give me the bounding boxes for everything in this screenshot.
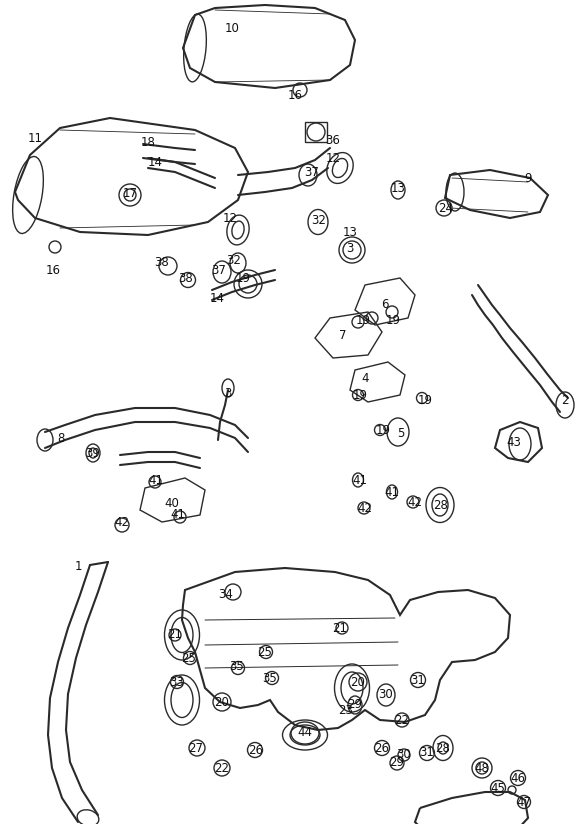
- Text: 33: 33: [170, 676, 184, 689]
- Text: 26: 26: [374, 742, 389, 755]
- Text: 21: 21: [167, 629, 182, 642]
- Text: 8: 8: [57, 432, 65, 444]
- Text: 37: 37: [212, 264, 226, 277]
- Text: 14: 14: [147, 156, 163, 168]
- Text: 32: 32: [227, 254, 241, 266]
- Text: 35: 35: [230, 659, 244, 672]
- Text: 13: 13: [343, 226, 357, 238]
- Text: 31: 31: [410, 673, 426, 686]
- Text: 16: 16: [45, 264, 61, 277]
- Text: 25: 25: [258, 645, 272, 658]
- Text: 38: 38: [178, 271, 194, 284]
- Text: 22: 22: [395, 714, 409, 727]
- Text: 19: 19: [236, 271, 251, 284]
- Text: 34: 34: [219, 588, 233, 602]
- Text: 10: 10: [224, 21, 240, 35]
- Text: 12: 12: [325, 152, 340, 165]
- Text: 42: 42: [408, 495, 423, 508]
- Text: 31: 31: [420, 747, 434, 760]
- Text: 38: 38: [154, 255, 170, 269]
- Text: 39: 39: [86, 447, 100, 460]
- Text: 25: 25: [181, 652, 196, 664]
- Text: 36: 36: [325, 133, 340, 147]
- Text: 43: 43: [507, 436, 521, 448]
- Text: 28: 28: [434, 499, 448, 512]
- Text: 22: 22: [215, 761, 230, 775]
- Text: 20: 20: [215, 695, 230, 709]
- Text: 45: 45: [490, 781, 505, 794]
- Text: 18: 18: [141, 135, 156, 148]
- Text: 17: 17: [122, 186, 138, 199]
- Text: 32: 32: [311, 213, 326, 227]
- Text: 7: 7: [339, 329, 347, 341]
- Text: 30: 30: [378, 689, 394, 701]
- Text: 1: 1: [74, 560, 82, 574]
- Text: 41: 41: [170, 508, 185, 522]
- Text: 37: 37: [304, 166, 319, 179]
- Text: 26: 26: [248, 743, 264, 756]
- Text: 16: 16: [287, 88, 303, 101]
- Text: 48: 48: [475, 761, 490, 775]
- Text: 41: 41: [353, 474, 367, 486]
- Text: 19: 19: [385, 313, 401, 326]
- Text: 9: 9: [524, 171, 532, 185]
- Text: 4: 4: [361, 372, 369, 385]
- Text: 40: 40: [164, 497, 180, 509]
- Text: 42: 42: [114, 517, 129, 530]
- Text: 3: 3: [224, 386, 231, 400]
- Text: 5: 5: [397, 427, 405, 439]
- Text: 6: 6: [381, 298, 389, 311]
- Text: 41: 41: [149, 474, 163, 486]
- Text: 30: 30: [396, 748, 412, 761]
- Text: 35: 35: [262, 672, 278, 685]
- Text: 14: 14: [209, 292, 224, 305]
- Text: 3: 3: [346, 241, 354, 255]
- Text: 2: 2: [561, 394, 569, 406]
- Text: 11: 11: [27, 132, 43, 144]
- Text: 28: 28: [436, 742, 451, 755]
- Text: 23: 23: [339, 704, 353, 717]
- Text: 24: 24: [438, 202, 454, 214]
- Text: 19: 19: [375, 424, 391, 437]
- Text: 27: 27: [188, 742, 203, 755]
- Text: 12: 12: [223, 212, 237, 224]
- Text: 42: 42: [357, 502, 373, 514]
- Text: 29: 29: [347, 699, 363, 711]
- Text: 19: 19: [353, 388, 367, 401]
- Text: 20: 20: [350, 676, 366, 689]
- Text: 46: 46: [511, 771, 525, 784]
- Text: 13: 13: [391, 181, 405, 194]
- Text: 19: 19: [356, 313, 371, 326]
- Text: 21: 21: [332, 621, 347, 634]
- Text: 41: 41: [385, 485, 399, 499]
- Text: 44: 44: [297, 727, 312, 739]
- Text: 29: 29: [389, 756, 405, 770]
- Text: 19: 19: [417, 394, 433, 406]
- Text: 47: 47: [517, 795, 532, 808]
